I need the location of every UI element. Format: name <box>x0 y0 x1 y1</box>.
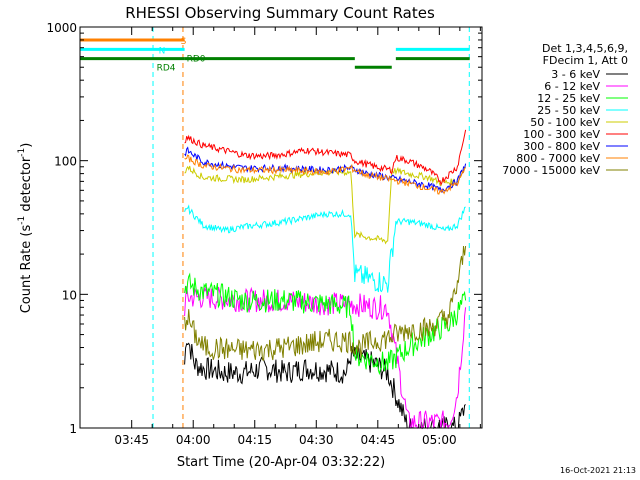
x-tick-label-2: 04:15 <box>237 433 272 447</box>
legend-label-7: 800 - 7000 keV <box>516 152 600 165</box>
legend-label-3: 25 - 50 keV <box>537 104 600 117</box>
series-line-8 <box>184 245 467 361</box>
y-tick-label-1: 10 <box>62 288 77 302</box>
y-tick-label-3: 1000 <box>46 21 77 35</box>
legend-label-2: 12 - 25 keV <box>537 92 600 105</box>
legend: Det 1,3,4,5,6,9,FDecim 1, Att 03 - 6 keV… <box>502 42 628 177</box>
y-axis-label: Count Rate (s-1 detector-1) <box>17 143 34 314</box>
legend-label-8: 7000 - 15000 keV <box>502 164 600 177</box>
legend-label-4: 50 - 100 keV <box>530 116 600 129</box>
series-line-3 <box>184 204 466 293</box>
y-label-part-2: detector <box>19 156 34 216</box>
series-line-2 <box>184 272 467 376</box>
footer-date: 16-Oct-2021 21:13 <box>560 466 636 475</box>
legend-label-5: 100 - 300 keV <box>523 128 600 141</box>
y-label-part-3: -1 <box>17 148 27 157</box>
y-label-part-1: -1 <box>17 216 27 225</box>
x-tick-label-1: 04:00 <box>176 433 211 447</box>
legend-header-0: Det 1,3,4,5,6,9, <box>542 42 628 55</box>
chart-title: RHESSI Observing Summary Count Rates <box>125 4 435 22</box>
y-tick-label-2: 100 <box>54 155 77 169</box>
x-axis-label: Start Time (20-Apr-04 03:32:22) <box>177 455 385 470</box>
series-line-7 <box>184 154 466 195</box>
flag-label-s: S <box>181 37 187 47</box>
axes-frame <box>79 26 483 429</box>
flag-label-rd4: RD4 <box>157 64 176 74</box>
y-label-part-0: Count Rate (s <box>19 225 34 314</box>
flag-label-rd0: RD0 <box>187 55 206 65</box>
legend-label-6: 300 - 800 keV <box>523 140 600 153</box>
y-label-part-4: ) <box>19 143 34 148</box>
y-tick-label-0: 1 <box>69 422 77 436</box>
x-tick-label-3: 04:30 <box>299 433 334 447</box>
axis-ticks: 1 10 100 1000 03:45 04:00 04:15 04:30 04:45 05:00 <box>46 21 482 447</box>
flag-label-n: N <box>159 46 166 56</box>
legend-header-1: FDecim 1, Att 0 <box>543 54 628 67</box>
legend-label-1: 6 - 12 keV <box>544 80 600 93</box>
series-line-5 <box>184 129 467 186</box>
plot-area: S N RD4 RD0 <box>80 27 470 430</box>
x-tick-label-0: 03:45 <box>114 433 149 447</box>
legend-label-0: 3 - 6 keV <box>551 68 600 81</box>
series-line-4 <box>184 165 467 245</box>
x-tick-label-5: 05:00 <box>422 433 457 447</box>
series-line-6 <box>184 146 467 194</box>
x-tick-label-4: 04:45 <box>361 433 396 447</box>
